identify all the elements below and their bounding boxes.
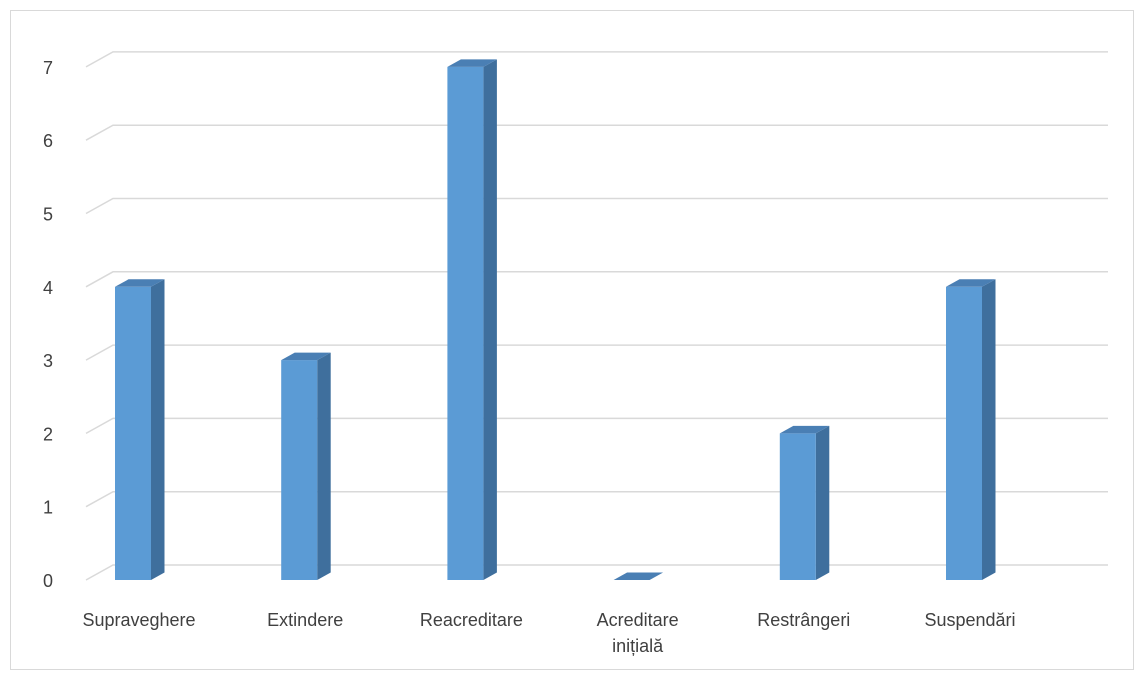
gridline <box>85 417 1108 435</box>
y-tick-label: 5 <box>43 205 53 225</box>
bars <box>115 59 996 580</box>
gridline <box>85 271 1108 288</box>
bar-side <box>151 279 165 580</box>
y-tick-label: 0 <box>43 571 53 591</box>
gridline <box>85 490 1108 508</box>
x-category-label-line: inițială <box>612 636 664 656</box>
bar-acreditare-ini-ial- <box>613 572 664 580</box>
x-category-label-line: Extindere <box>267 610 343 630</box>
bar-side <box>317 352 331 580</box>
bar-side <box>815 425 830 580</box>
bar-supraveghere <box>115 279 165 580</box>
x-category-label-line: Restrângeri <box>757 610 850 630</box>
bar-top <box>281 352 331 361</box>
y-tick-label: 2 <box>43 424 53 444</box>
gridline <box>85 51 1108 68</box>
x-category-label-line: Supraveghere <box>82 610 195 630</box>
x-category-label-line: Suspendări <box>924 610 1015 630</box>
x-category-label-line: Acreditare <box>597 610 679 630</box>
bar-front <box>447 66 484 580</box>
bar-reacreditare <box>447 59 497 580</box>
y-tick-label: 7 <box>43 58 53 78</box>
x-category-label: Suspendări <box>924 610 1015 630</box>
bar-top <box>779 425 830 434</box>
bar-front <box>779 433 816 580</box>
x-category-label: Restrângeri <box>757 610 850 630</box>
x-category-label-line: Reacreditare <box>420 610 523 630</box>
x-category-label: Reacreditare <box>420 610 523 630</box>
y-tick-label: 1 <box>43 498 53 518</box>
bar-front <box>115 286 151 580</box>
gridline <box>85 124 1108 141</box>
gridlines <box>85 51 1108 581</box>
x-category-label: Extindere <box>267 610 343 630</box>
y-tick-label: 6 <box>43 131 53 151</box>
bar-side <box>483 59 497 580</box>
y-tick-label: 3 <box>43 351 53 371</box>
bar-restr-ngeri <box>779 425 830 580</box>
gridline <box>85 344 1108 361</box>
bar-front <box>281 360 318 580</box>
x-category-label: Acreditare inițială <box>597 610 679 656</box>
bar-extindere <box>281 352 331 580</box>
gridline <box>85 564 1108 581</box>
y-tick-label: 4 <box>43 278 53 298</box>
bar-top <box>115 279 165 287</box>
x-axis-category-labels: Supraveghere Extindere Reacreditare Acredit… <box>82 610 1015 656</box>
gridline <box>85 197 1108 215</box>
bar-front <box>946 286 982 580</box>
y-axis-tick-labels: 0 1 2 3 4 5 6 7 <box>43 58 53 591</box>
bar-suspend-ri <box>946 279 996 580</box>
x-category-label: Supraveghere <box>82 610 195 630</box>
bar-top <box>946 279 996 287</box>
bar-top <box>613 572 664 580</box>
bar-side <box>982 279 996 580</box>
bar-top <box>447 59 497 67</box>
